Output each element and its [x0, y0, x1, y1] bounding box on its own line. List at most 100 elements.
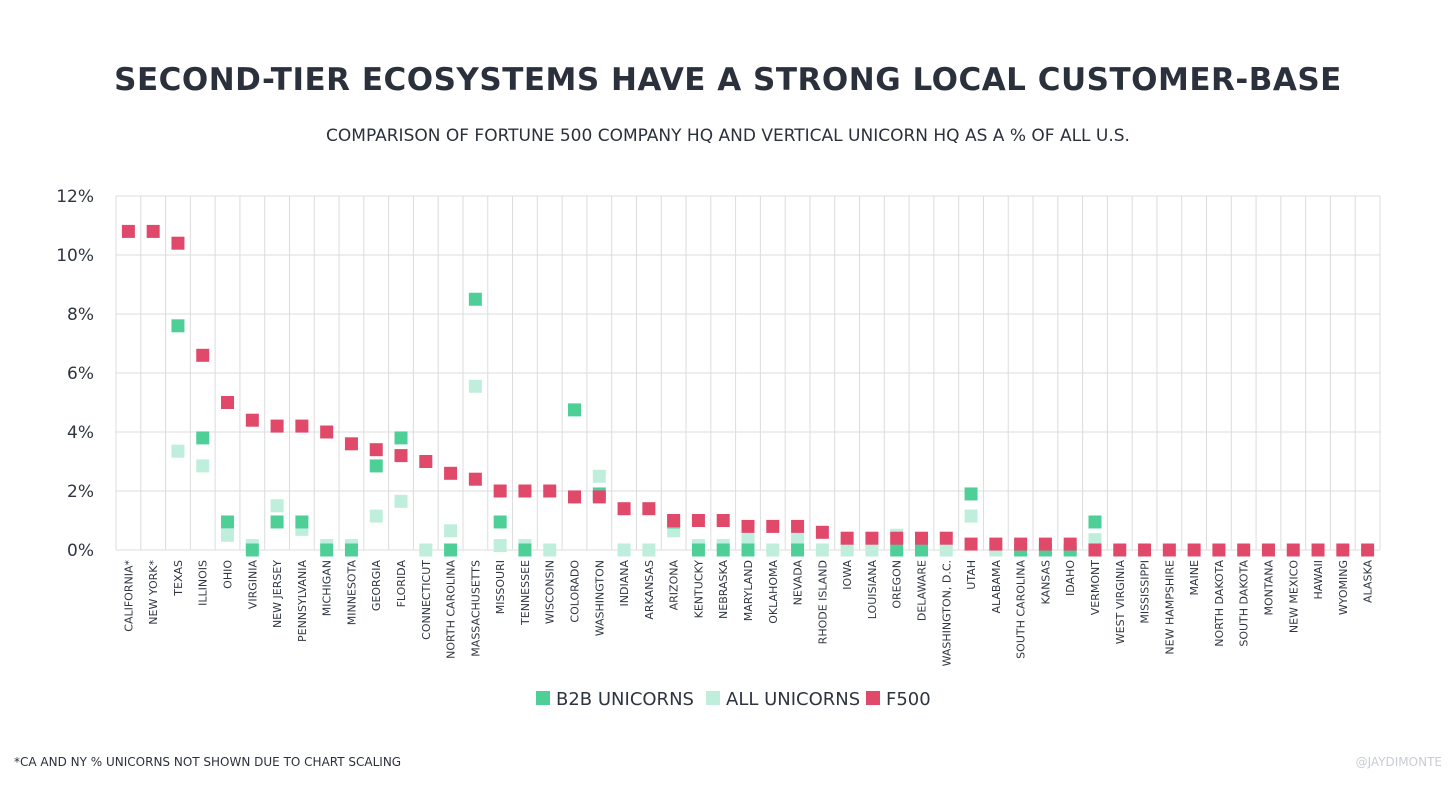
- x-tick-label: DELAWARE: [915, 560, 928, 621]
- point-all-unicorns: [766, 543, 780, 557]
- x-tick-label: ARKANSAS: [643, 560, 656, 620]
- x-tick-label: MICHIGAN: [321, 560, 334, 616]
- point-b2b-unicorns: [791, 543, 805, 557]
- point-f500: [320, 425, 334, 439]
- point-all-unicorns: [196, 459, 210, 473]
- point-f500: [245, 413, 259, 427]
- point-f500: [865, 531, 879, 545]
- x-tick-label: WASHINGTON, D.C.: [940, 560, 953, 666]
- point-f500: [394, 449, 408, 463]
- y-tick-label: 12%: [56, 187, 94, 207]
- point-f500: [518, 484, 532, 498]
- x-tick-label: GEORGIA: [370, 560, 383, 612]
- point-f500: [121, 224, 135, 238]
- y-tick-label: 4%: [67, 423, 94, 443]
- point-f500: [1361, 543, 1375, 557]
- point-all-unicorns: [939, 543, 953, 557]
- footnote: *CA AND NY % UNICORNS NOT SHOWN DUE TO C…: [14, 755, 402, 769]
- x-tick-label: SOUTH CAROLINA: [1015, 560, 1028, 659]
- point-all-unicorns: [865, 543, 879, 557]
- x-tick-label: WASHINGTON: [593, 560, 606, 636]
- point-f500: [1138, 543, 1152, 557]
- point-b2b-unicorns: [1088, 515, 1102, 529]
- x-tick-label: IDAHO: [1064, 560, 1077, 596]
- x-tick-label: VERMONT: [1089, 560, 1102, 615]
- point-f500: [914, 531, 928, 545]
- point-all-unicorns: [419, 543, 433, 557]
- point-f500: [1014, 537, 1028, 551]
- point-all-unicorns: [840, 543, 854, 557]
- x-tick-label: VIRGINIA: [246, 560, 259, 610]
- point-f500: [766, 519, 780, 533]
- point-all-unicorns: [791, 533, 805, 547]
- x-tick-label: WISCONSIN: [544, 560, 557, 624]
- point-f500: [344, 437, 358, 451]
- x-tick-label: IOWA: [841, 560, 854, 590]
- x-tick-label: RHODE ISLAND: [816, 560, 829, 644]
- chart-title: SECOND-TIER ECOSYSTEMS HAVE A STRONG LOC…: [114, 62, 1342, 98]
- point-b2b-unicorns: [320, 543, 334, 557]
- point-all-unicorns: [493, 539, 507, 553]
- x-tick-label: TENNESSEE: [519, 560, 532, 626]
- point-f500: [419, 455, 433, 468]
- chart-marks: [121, 224, 1375, 557]
- point-b2b-unicorns: [369, 459, 383, 473]
- point-b2b-unicorns: [171, 319, 185, 333]
- point-f500: [493, 484, 507, 498]
- point-f500: [1237, 543, 1251, 557]
- x-tick-label: MONTANA: [1262, 560, 1275, 616]
- x-tick-label: LOUISIANA: [866, 560, 879, 620]
- point-f500: [840, 531, 854, 545]
- x-tick-label: CALIFORNIA*: [122, 560, 135, 632]
- x-tick-label: MINNESOTA: [345, 560, 358, 626]
- point-all-unicorns: [369, 509, 383, 523]
- point-b2b-unicorns: [890, 543, 904, 557]
- point-f500: [1063, 537, 1077, 551]
- point-all-unicorns: [964, 509, 978, 523]
- point-f500: [1113, 543, 1127, 557]
- point-b2b-unicorns: [444, 543, 458, 557]
- point-all-unicorns: [1088, 533, 1102, 547]
- point-f500: [146, 224, 160, 238]
- point-f500: [171, 236, 185, 250]
- point-f500: [667, 514, 681, 527]
- point-all-unicorns: [270, 499, 284, 513]
- point-f500: [691, 514, 705, 527]
- x-tick-label: NORTH DAKOTA: [1213, 560, 1226, 647]
- point-b2b-unicorns: [914, 543, 928, 557]
- point-f500: [1261, 543, 1275, 557]
- y-tick-label: 10%: [56, 246, 94, 266]
- x-tick-label: OREGON: [891, 560, 904, 609]
- point-f500: [221, 396, 235, 409]
- x-tick-label: NORTH CAROLINA: [445, 560, 458, 659]
- x-tick-label: MARYLAND: [742, 560, 755, 621]
- x-tick-label: CONNECTICUT: [420, 560, 433, 640]
- point-f500: [642, 502, 656, 516]
- point-all-unicorns: [592, 469, 606, 483]
- point-f500: [1286, 543, 1300, 557]
- x-tick-label: ALABAMA: [990, 560, 1003, 614]
- y-axis: 0% 2% 4% 6% 8% 10% 12%: [56, 187, 94, 561]
- point-f500: [369, 443, 383, 457]
- x-tick-label: KANSAS: [1039, 560, 1052, 604]
- x-tick-label: NEW YORK*: [147, 560, 160, 625]
- point-b2b-unicorns: [270, 515, 284, 529]
- x-tick-label: ALASKA: [1362, 560, 1375, 603]
- point-all-unicorns: [642, 543, 656, 557]
- y-tick-label: 2%: [67, 482, 94, 502]
- chart-subtitle: COMPARISON OF FORTUNE 500 COMPANY HQ AND…: [326, 126, 1130, 146]
- point-all-unicorns: [617, 543, 631, 557]
- x-tick-label: HAWAII: [1312, 560, 1325, 599]
- point-f500: [815, 525, 829, 539]
- x-tick-label: NEW MEXICO: [1287, 560, 1300, 633]
- point-b2b-unicorns: [468, 292, 482, 306]
- point-f500: [1311, 543, 1325, 557]
- x-tick-label: COLORADO: [569, 560, 582, 623]
- chart-grid: [115, 195, 1381, 551]
- point-all-unicorns: [741, 533, 755, 547]
- x-tick-label: NEBRASKA: [717, 560, 730, 619]
- x-axis: CALIFORNIA* NEW YORK* TEXAS ILLINOIS OHIO VIR…: [122, 560, 1374, 667]
- point-b2b-unicorns: [394, 431, 408, 445]
- x-tick-label: UTAH: [965, 560, 978, 590]
- point-all-unicorns: [444, 524, 458, 538]
